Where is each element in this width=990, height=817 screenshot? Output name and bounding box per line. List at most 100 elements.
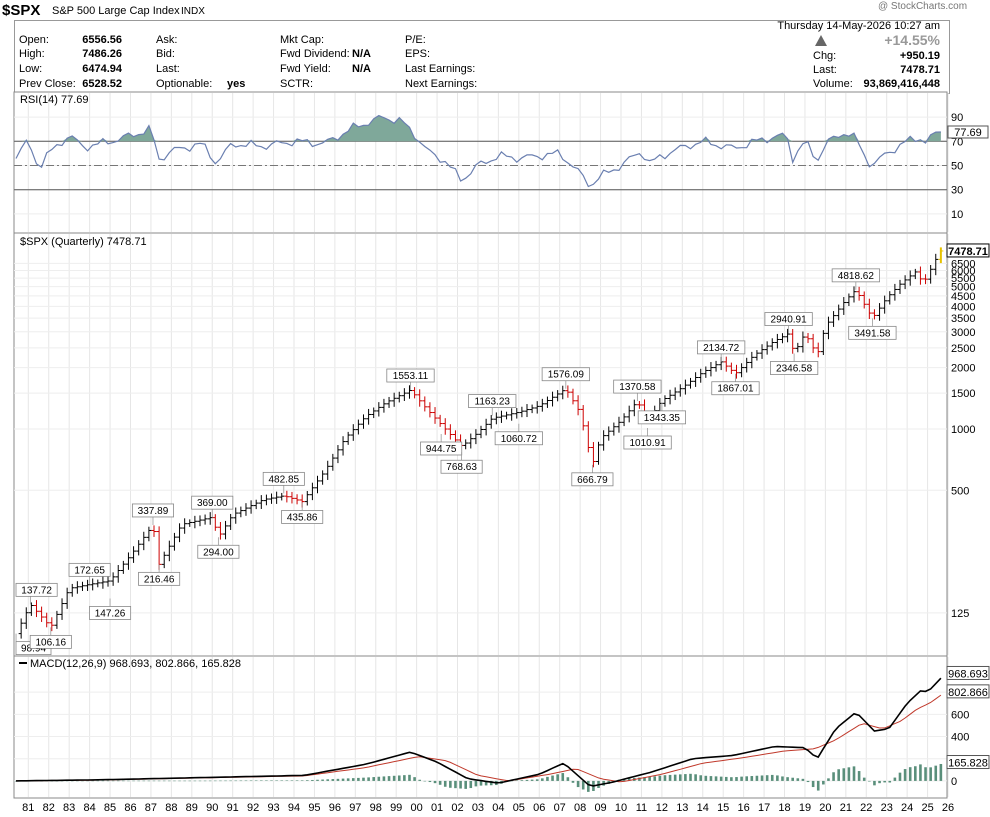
macd-histogram-bar [525,779,529,781]
macd-histogram-bar [76,780,79,782]
annotation-box [637,410,686,425]
macd-histogram-bar [719,776,723,781]
macd-histogram-bar [168,780,171,782]
macd-value-label: 968.693 [948,668,988,680]
macd-histogram-bar [541,778,544,781]
macd-histogram-bar [929,767,932,781]
rsi-tick-label: 90 [951,112,963,124]
price-tick-label: 4500 [951,291,975,303]
macd-histogram-bar [428,780,432,783]
value-volume: 93,869,416,448 [863,78,940,90]
rsi-tick-label: 30 [951,185,963,197]
macd-histogram-bar [816,780,820,791]
macd-histogram-bar [193,780,197,782]
macd-histogram-bar [162,780,166,782]
macd-histogram-bar [316,779,319,781]
macd-histogram-bar [857,771,861,781]
x-tick-label: 23 [881,802,893,814]
macd-histogram-bar [638,777,641,781]
macd-histogram-bar [188,780,192,782]
macd-histogram-bar [122,780,125,782]
rsi-overbought-fill [16,115,941,142]
macd-histogram-bar [643,777,646,781]
macd-histogram-bar [403,775,406,781]
up-triangle-icon [815,35,827,46]
macd-value-box [946,665,990,680]
macd-histogram-bar [678,774,682,781]
macd-histogram-bar [346,778,350,781]
value-prev-close: 6528.52 [82,78,122,90]
macd-histogram-bar [449,780,452,788]
x-tick-label: 92 [247,802,259,814]
macd-value-label: 802.866 [948,687,988,699]
x-tick-label: 94 [288,802,300,814]
macd-histogram-bar [934,765,938,781]
price-tick-label: 6500 [951,258,975,270]
macd-histogram-bar [305,780,309,781]
annotation-box [440,459,483,474]
macd-histogram-bar [878,780,881,784]
price-tick-label: 5000 [951,282,975,294]
macd-histogram-bar [822,780,825,785]
macd-histogram-bar [387,776,391,781]
macd-histogram-bar [239,780,243,782]
annotation-label: 2940.91 [771,315,808,326]
annotation-label: 1060.72 [501,434,538,445]
macd-histogram-bar [796,778,800,781]
rsi-tick-label: 10 [951,209,963,221]
annotation-box [29,634,72,649]
price-tick-label: 125 [951,608,969,620]
annotation-box [281,510,324,524]
annotation-box [770,361,819,375]
x-tick-label: 02 [451,802,463,814]
x-tick-label: 98 [370,802,382,814]
macd-histogram-bar [249,780,253,782]
annotation-box [711,381,760,396]
macd-histogram-bar [275,780,278,781]
annotation-label: 369.00 [197,498,228,509]
macd-histogram-bar [413,777,416,781]
annotation-box [386,368,435,383]
macd-histogram-bar [254,780,258,782]
macd-histogram-bar [847,767,851,781]
macd-histogram-bar [571,780,575,783]
macd-histogram-bar [663,775,667,781]
annotation-label: 294.00 [203,547,234,558]
macd-histogram-bar [653,776,657,781]
x-tick-label: 08 [574,802,586,814]
macd-histogram-bar [423,780,427,782]
macd-histogram-bar [760,775,764,781]
macd-histogram-bar [331,779,335,781]
rsi-panel-frame [13,91,948,234]
x-tick-label: 26 [942,802,954,814]
macd-histogram-bar [561,773,565,781]
annotation-label: 435.86 [287,512,318,523]
x-tick-label: 19 [799,802,811,814]
rsi-line [15,114,941,188]
x-tick-label: 14 [697,802,709,814]
annotation-box [848,325,897,340]
macd-histogram-bar [244,780,248,782]
rsi-tick-label: 70 [951,136,963,148]
x-tick-label: 85 [104,802,116,814]
macd-histogram-bar [208,780,212,782]
macd-histogram-bar [81,780,84,782]
label-bid: Bid: [156,48,175,60]
macd-histogram-bar [724,776,728,781]
annotation-label: 98.94 [21,644,46,655]
macd-histogram-bar [326,779,330,781]
macd-histogram-bar [776,775,779,781]
macd-histogram-bar [152,780,156,782]
x-tick-label: 00 [411,802,423,814]
macd-histogram-bar [556,774,559,781]
value-high: 7486.26 [82,48,122,60]
annotation-label: 337.89 [138,506,169,517]
macd-histogram-bar [260,780,263,781]
macd-histogram-bar [648,776,651,781]
macd-label: MACD(12,26,9) 968.693, 802.866, 165.828 [30,658,241,670]
x-tick-label: 87 [145,802,157,814]
macd-histogram-bar [336,778,340,781]
macd-histogram-bar [341,778,345,781]
x-tick-label: 13 [676,802,688,814]
macd-histogram-bar [745,776,749,781]
